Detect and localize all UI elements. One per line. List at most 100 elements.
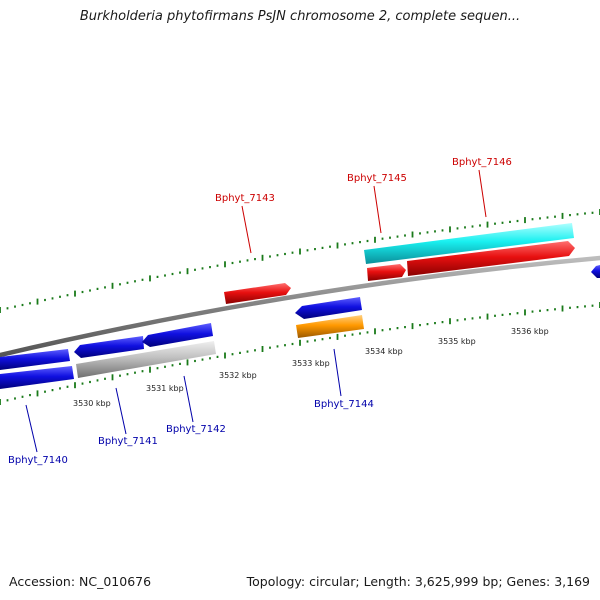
chromosome-backbone bbox=[0, 255, 600, 358]
gene-feature-bphyt-7145[interactable] bbox=[367, 264, 406, 281]
minor-tick bbox=[351, 242, 354, 245]
minor-tick bbox=[164, 274, 166, 277]
lower-tick-track bbox=[0, 302, 600, 405]
leader-bphyt-7145 bbox=[373, 185, 382, 234]
minor-tick bbox=[201, 358, 204, 361]
minor-tick bbox=[479, 224, 481, 227]
minor-tick bbox=[14, 305, 16, 308]
minor-tick bbox=[231, 353, 234, 356]
minor-tick bbox=[306, 249, 309, 252]
gene-feature-bphyt-7144[interactable] bbox=[295, 297, 362, 319]
leader-bphyt-7146 bbox=[478, 169, 487, 218]
major-tick bbox=[261, 254, 264, 261]
minor-tick bbox=[254, 349, 256, 352]
minor-tick bbox=[231, 261, 234, 265]
leader-bphyt-7141 bbox=[115, 387, 127, 435]
minor-tick bbox=[576, 306, 579, 309]
major-tick bbox=[449, 226, 451, 233]
major-tick bbox=[524, 217, 526, 224]
minor-tick bbox=[96, 379, 99, 382]
minor-tick bbox=[456, 227, 459, 230]
minor-tick bbox=[554, 308, 556, 311]
minor-tick bbox=[569, 214, 571, 217]
minor-tick bbox=[494, 222, 496, 225]
gene-feature-bphyt-7143[interactable] bbox=[224, 283, 291, 304]
minor-tick bbox=[269, 255, 271, 258]
minor-tick bbox=[389, 328, 391, 331]
major-tick bbox=[261, 346, 264, 352]
gene-feature-bphyt-7141[interactable] bbox=[74, 336, 144, 358]
minor-tick bbox=[59, 295, 61, 298]
minor-tick bbox=[471, 225, 474, 228]
minor-tick bbox=[209, 357, 211, 360]
minor-tick bbox=[209, 266, 211, 269]
minor-tick bbox=[179, 362, 181, 365]
minor-tick bbox=[531, 310, 534, 313]
major-tick bbox=[111, 374, 114, 381]
minor-tick bbox=[14, 397, 16, 400]
minor-tick bbox=[366, 331, 369, 334]
gene-feature-bphyt-7140-lower[interactable] bbox=[0, 366, 74, 389]
minor-tick bbox=[44, 390, 46, 393]
minor-tick bbox=[141, 370, 144, 373]
gene-feature-partial-right[interactable] bbox=[591, 265, 600, 278]
gene-feature-bphyt-7140-upper[interactable] bbox=[0, 349, 70, 370]
gene-feature-bphyt-7141-pseudo[interactable] bbox=[76, 341, 216, 378]
minor-tick bbox=[164, 365, 166, 368]
minor-tick bbox=[494, 314, 496, 317]
gene-label-bphyt-7145[interactable]: Bphyt_7145 bbox=[347, 173, 407, 184]
gene-label-bphyt-7142[interactable]: Bphyt_7142 bbox=[166, 424, 226, 435]
minor-tick bbox=[284, 344, 286, 347]
major-tick bbox=[524, 309, 526, 316]
gene-leader-lines bbox=[25, 169, 487, 453]
minor-tick bbox=[6, 307, 9, 310]
minor-tick bbox=[291, 342, 294, 346]
minor-tick bbox=[501, 221, 504, 224]
major-tick bbox=[561, 305, 564, 312]
major-tick bbox=[36, 390, 39, 397]
minor-tick bbox=[464, 318, 466, 321]
major-tick bbox=[411, 231, 414, 238]
minor-tick bbox=[89, 289, 91, 292]
major-tick bbox=[486, 221, 489, 228]
minor-tick bbox=[501, 313, 504, 316]
minor-tick bbox=[66, 294, 69, 297]
upper-tick-track bbox=[0, 209, 600, 313]
major-tick bbox=[486, 313, 489, 320]
gene-feature-bphyt-7142[interactable] bbox=[142, 323, 213, 347]
minor-tick bbox=[171, 272, 174, 276]
minor-tick bbox=[239, 351, 241, 354]
gene-feature-bphyt-7146-cyan[interactable] bbox=[364, 223, 574, 264]
major-tick bbox=[449, 318, 451, 325]
minor-tick bbox=[201, 267, 204, 270]
gene-features bbox=[0, 223, 600, 389]
minor-tick bbox=[246, 259, 249, 262]
accession-text: Accession: NC_010676 bbox=[9, 574, 152, 589]
major-tick bbox=[374, 328, 376, 335]
gene-label-bphyt-7141[interactable]: Bphyt_7141 bbox=[98, 436, 158, 447]
kbp-scale: 3530 kbp 3531 kbp 3532 kbp 3533 kbp 3534… bbox=[73, 327, 549, 408]
gene-label-bphyt-7143[interactable]: Bphyt_7143 bbox=[215, 193, 275, 204]
gene-label-bphyt-7144[interactable]: Bphyt_7144 bbox=[314, 399, 374, 410]
minor-tick bbox=[546, 309, 549, 312]
minor-tick bbox=[389, 236, 391, 239]
minor-tick bbox=[351, 333, 354, 336]
gene-feature-bphyt-7144-orange[interactable] bbox=[296, 315, 364, 338]
minor-tick bbox=[104, 377, 106, 380]
minor-tick bbox=[254, 258, 256, 261]
gene-label-bphyt-7140[interactable]: Bphyt_7140 bbox=[8, 455, 68, 466]
minor-tick bbox=[81, 382, 84, 385]
minor-tick bbox=[239, 260, 241, 263]
gene-feature-bphyt-7146[interactable] bbox=[407, 241, 575, 276]
major-tick bbox=[0, 399, 1, 405]
minor-tick bbox=[569, 306, 571, 309]
gene-label-bphyt-7146[interactable]: Bphyt_7146 bbox=[452, 157, 512, 168]
minor-tick bbox=[156, 275, 159, 278]
major-tick bbox=[149, 275, 151, 282]
minor-tick bbox=[516, 219, 519, 223]
leader-bphyt-7140 bbox=[25, 404, 38, 453]
major-tick bbox=[111, 282, 114, 289]
minor-tick bbox=[314, 339, 316, 342]
minor-tick bbox=[396, 327, 399, 330]
